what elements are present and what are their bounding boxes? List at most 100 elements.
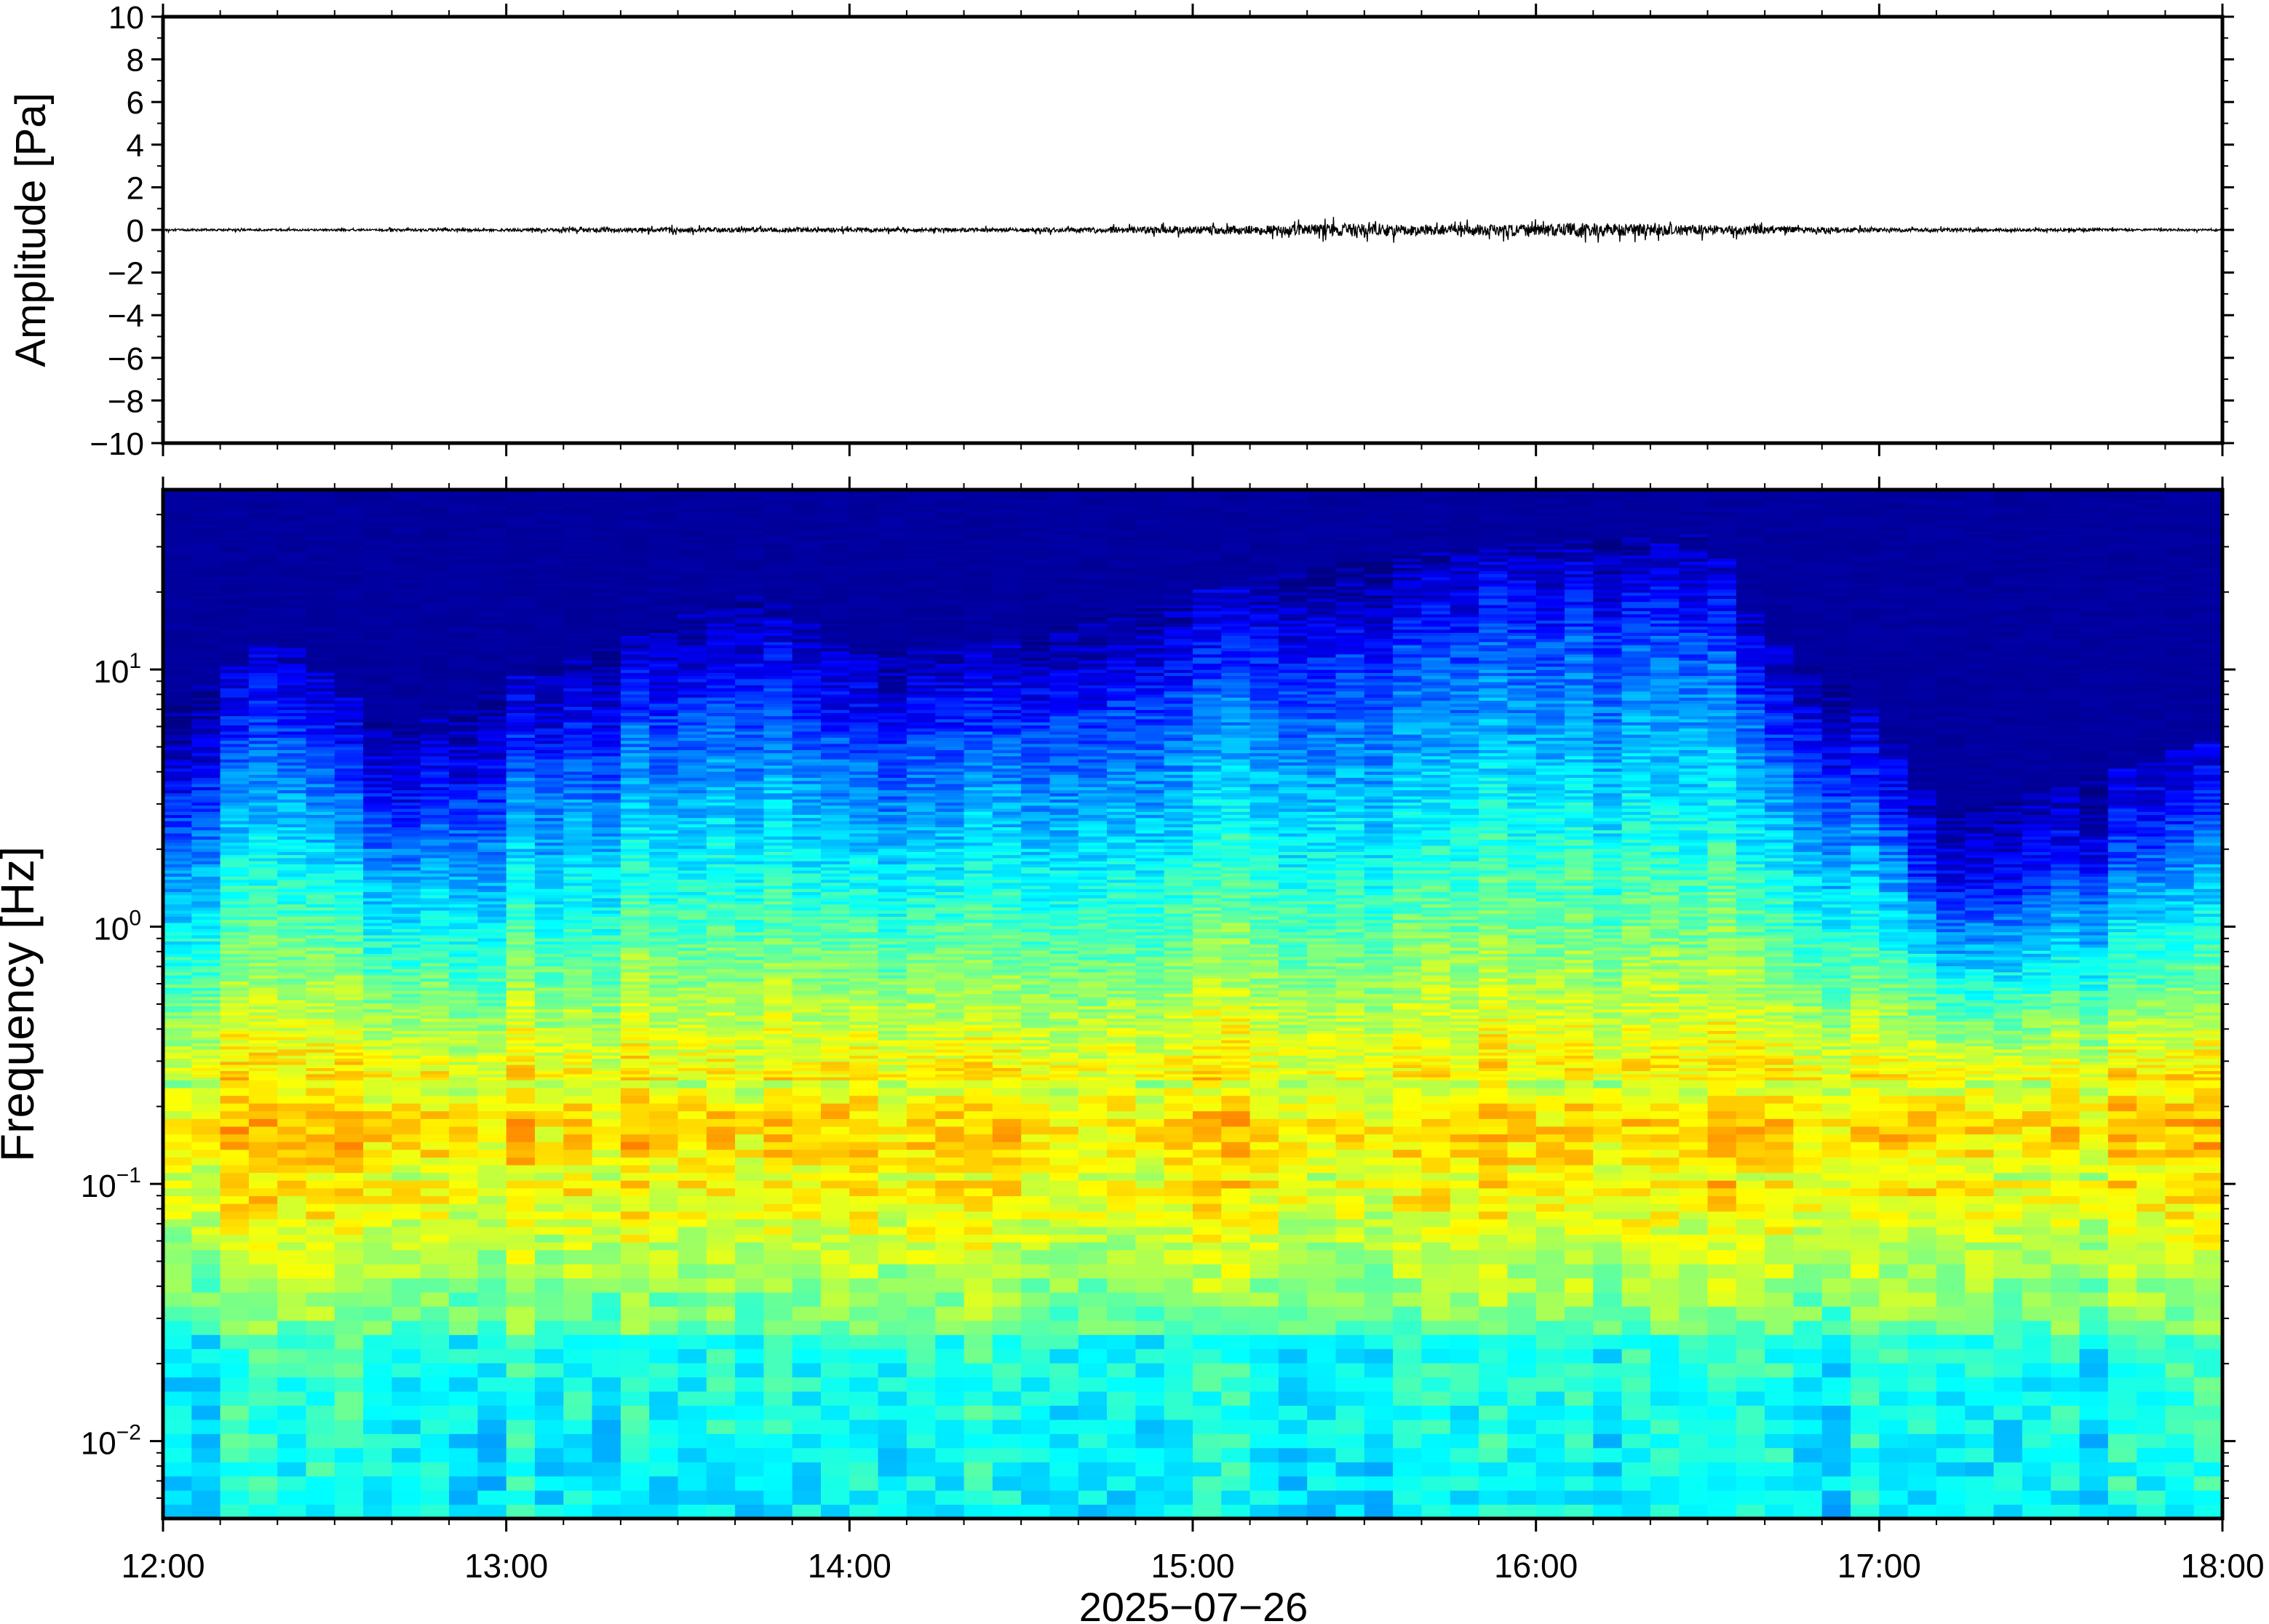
spectrogram-cell bbox=[220, 774, 250, 779]
spectrogram-cell bbox=[363, 706, 393, 710]
spectrogram-cell bbox=[449, 1061, 479, 1065]
spectrogram-cell bbox=[420, 703, 450, 707]
spectrogram-cell bbox=[706, 506, 736, 510]
spectrogram-cell bbox=[392, 1447, 421, 1462]
spectrogram-cell bbox=[620, 755, 650, 760]
spectrogram-cell bbox=[163, 1003, 193, 1006]
spectrogram-cell bbox=[649, 789, 679, 794]
spectrogram-cell bbox=[677, 573, 707, 578]
spectrogram-cell bbox=[449, 747, 479, 750]
spectrogram-cell bbox=[220, 638, 250, 642]
spectrogram-cell bbox=[677, 595, 707, 600]
spectrogram-cell bbox=[363, 1234, 393, 1243]
spectrogram-cell bbox=[649, 975, 679, 979]
spectrogram-cell bbox=[449, 861, 479, 864]
spectrogram-cell bbox=[363, 845, 393, 849]
spectrogram-cell bbox=[277, 595, 307, 600]
spectrogram-cell bbox=[620, 641, 650, 645]
spectrogram-cell bbox=[306, 1110, 335, 1119]
spectrogram-cell bbox=[620, 653, 650, 658]
spectrogram-cell bbox=[677, 882, 707, 886]
spectrogram-cell bbox=[277, 956, 307, 960]
spectrogram-cell bbox=[420, 728, 450, 732]
spectrogram-cell bbox=[477, 493, 507, 498]
spectrogram-cell bbox=[392, 524, 421, 528]
spectrogram-cell bbox=[191, 1187, 221, 1196]
spectrogram-cell bbox=[477, 913, 507, 917]
spectrogram-cell bbox=[163, 734, 193, 738]
spectrogram-cell bbox=[449, 947, 479, 951]
spectrogram-cell bbox=[334, 963, 364, 966]
spectrogram-cell bbox=[649, 799, 679, 803]
spectrogram-cell bbox=[363, 580, 393, 584]
spectrogram-cell bbox=[649, 1142, 679, 1150]
spectrogram-cell bbox=[477, 570, 507, 575]
spectrogram-cell bbox=[563, 568, 593, 571]
spectrogram-cell bbox=[248, 898, 278, 901]
spectrogram-cell bbox=[563, 496, 593, 501]
spectrogram-cell bbox=[334, 1070, 364, 1075]
spectrogram-cell bbox=[449, 854, 479, 859]
spectrogram-cell bbox=[277, 1348, 307, 1364]
spectrogram-cell bbox=[620, 1006, 650, 1010]
spectrogram-cell bbox=[620, 682, 650, 685]
spectrogram-cell bbox=[306, 1012, 335, 1016]
spectrogram-cell bbox=[420, 805, 450, 809]
spectrogram-cell bbox=[191, 552, 221, 556]
spectrogram-cell bbox=[649, 1291, 679, 1307]
spectrogram-cell bbox=[277, 570, 307, 575]
spectrogram-cell bbox=[163, 1172, 193, 1181]
spectrogram-cell bbox=[535, 722, 565, 725]
spectrogram-cell bbox=[248, 530, 278, 534]
spectrogram-cell bbox=[535, 857, 565, 861]
spectrogram-cell bbox=[392, 1433, 421, 1449]
spectrogram-cell bbox=[620, 919, 650, 923]
spectrogram-cell bbox=[220, 894, 250, 899]
spectrogram-cell bbox=[449, 712, 479, 717]
spectrogram-cell bbox=[706, 605, 736, 608]
spectrogram-cell bbox=[735, 990, 765, 995]
spectrogram-cell bbox=[535, 493, 565, 498]
spectrogram-cell bbox=[449, 1306, 479, 1321]
spectrogram-cell bbox=[449, 832, 479, 837]
spectrogram-cell bbox=[277, 678, 307, 682]
spectrogram-cell bbox=[735, 1447, 765, 1462]
spectrogram-cell bbox=[277, 1070, 307, 1075]
spectrogram-cell bbox=[220, 879, 250, 883]
spectrogram-cell bbox=[363, 712, 393, 717]
spectrogram-cell bbox=[277, 1103, 307, 1112]
spectrogram-cell bbox=[163, 675, 193, 680]
spectrogram-cell bbox=[420, 1027, 450, 1031]
spectrogram-cell bbox=[420, 546, 450, 550]
spectrogram-cell bbox=[506, 799, 536, 803]
spectrogram-cell bbox=[677, 768, 707, 772]
spectrogram-cell bbox=[163, 1142, 193, 1150]
spectrogram-cell bbox=[535, 598, 565, 602]
spectrogram-cell bbox=[420, 959, 450, 963]
spectrogram-cell bbox=[248, 842, 278, 846]
spectrogram-cell bbox=[191, 1242, 221, 1251]
spectrogram-cell bbox=[363, 1278, 393, 1293]
spectrogram-cell bbox=[449, 731, 479, 735]
spectrogram-cell bbox=[163, 1180, 193, 1189]
spectrogram-cell bbox=[220, 558, 250, 562]
spectrogram-cell bbox=[563, 771, 593, 775]
spectrogram-cell bbox=[506, 1180, 536, 1189]
spectrogram-cell bbox=[535, 694, 565, 698]
spectrogram-cell bbox=[420, 876, 450, 880]
spectrogram-cell bbox=[649, 700, 679, 704]
spectrogram-cell bbox=[563, 570, 593, 575]
spectrogram-cell bbox=[277, 719, 307, 723]
spectrogram-cell bbox=[191, 941, 221, 945]
spectrogram-cell bbox=[220, 944, 250, 948]
spectrogram-cell bbox=[735, 839, 765, 843]
spectrogram-cell bbox=[735, 734, 765, 738]
spectrogram-cell bbox=[420, 685, 450, 689]
spectrogram-cell bbox=[363, 682, 393, 685]
spectrogram-cell bbox=[477, 1264, 507, 1278]
spectrogram-cell bbox=[420, 1003, 450, 1006]
spectrogram-cell bbox=[363, 694, 393, 698]
spectrogram-cell bbox=[277, 894, 307, 899]
spectrogram-cell bbox=[563, 561, 593, 565]
spectrogram-cell bbox=[449, 1043, 479, 1047]
